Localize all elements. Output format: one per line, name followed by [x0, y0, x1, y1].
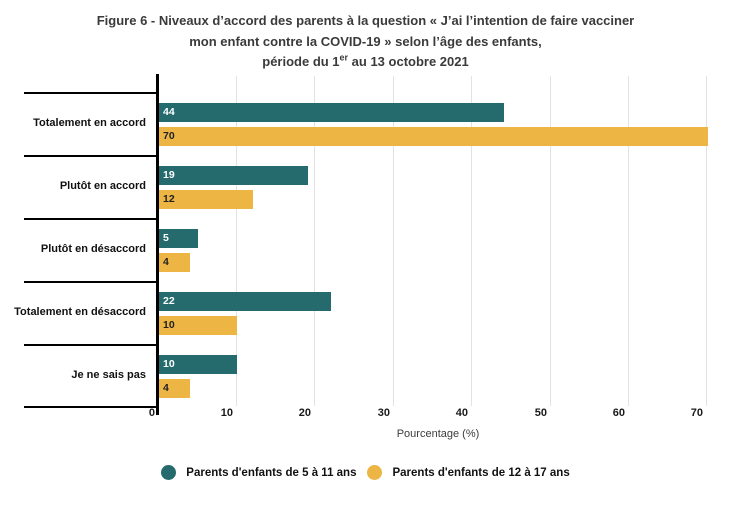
bar-12-17: 70: [159, 127, 708, 146]
bar-12-17: 10: [159, 316, 237, 335]
bar-5-11: 10: [159, 355, 237, 374]
category-group-totalement-desaccord: Totalement en désaccord 22 10: [0, 281, 731, 344]
legend-swatch-teal-icon: [161, 465, 177, 480]
chart-title: Figure 6 - Niveaux d’accord des parents …: [0, 11, 731, 73]
bar-5-11: 44: [159, 103, 504, 122]
x-tick-label: 20: [298, 407, 311, 419]
y-axis-line: [156, 74, 159, 415]
x-tick-label: 10: [220, 407, 233, 419]
row-divider: [24, 218, 157, 220]
x-axis-title: Pourcentage (%): [396, 428, 480, 440]
chart-title-line3: période du 1er au 13 octobre 2021: [262, 52, 469, 69]
gridline: [628, 76, 629, 406]
chart-title-line1: Figure 6 - Niveaux d’accord des parents …: [96, 13, 635, 28]
x-tick-label: 40: [455, 407, 468, 419]
bar-value-label: 22: [163, 295, 175, 307]
superscript-er: er: [339, 52, 349, 63]
bar-value-label: 70: [163, 130, 175, 142]
category-label: Totalement en désaccord: [14, 306, 146, 318]
legend-label: Parents d'enfants de 12 à 17 ans: [392, 466, 570, 479]
x-tick-label: 70: [690, 407, 703, 419]
row-divider: [24, 344, 157, 346]
bar-value-label: 12: [163, 193, 175, 205]
bar-value-label: 5: [163, 232, 169, 244]
gridline: [706, 76, 707, 406]
gridline: [314, 76, 315, 406]
row-divider: [24, 92, 157, 94]
bar-value-label: 10: [163, 358, 175, 370]
category-label: Plutôt en désaccord: [40, 243, 146, 255]
row-divider: [24, 155, 157, 157]
gridline: [550, 76, 551, 406]
category-group-totalement-accord: Totalement en accord 44 70: [0, 92, 731, 155]
gridline: [393, 76, 394, 406]
category-label: Totalement en accord: [33, 117, 146, 129]
bar-12-17: 4: [159, 379, 190, 398]
x-tick-label: 60: [612, 407, 625, 419]
legend-item-12-17: Parents d'enfants de 12 à 17 ans: [367, 465, 570, 480]
row-divider: [24, 281, 157, 283]
x-tick-label: 30: [377, 407, 390, 419]
bar-value-label: 4: [163, 256, 169, 268]
gridline: [471, 76, 472, 406]
legend-item-5-11: Parents d'enfants de 5 à 11 ans: [161, 465, 356, 480]
bar-value-label: 10: [163, 319, 175, 331]
legend-label: Parents d'enfants de 5 à 11 ans: [186, 466, 357, 479]
category-label: Je ne sais pas: [71, 369, 146, 381]
x-tick-label: 50: [534, 407, 547, 419]
legend: Parents d'enfants de 5 à 11 ans Parents …: [0, 465, 731, 480]
bar-5-11: 19: [159, 166, 308, 185]
bottom-divider: [24, 406, 157, 408]
category-group-je-ne-sais-pas: Je ne sais pas 10 4: [0, 344, 731, 407]
gridline: [236, 76, 237, 406]
category-group-plutot-accord: Plutôt en accord 19 12: [0, 155, 731, 218]
bar-value-label: 4: [163, 382, 169, 394]
bar-12-17: 4: [159, 253, 190, 272]
bar-value-label: 44: [163, 106, 175, 118]
bar-value-label: 19: [163, 169, 175, 181]
bar-5-11: 22: [159, 292, 331, 311]
category-label: Plutôt en accord: [59, 180, 146, 192]
bar-5-11: 5: [159, 229, 198, 248]
x-tick-label: 0: [148, 407, 155, 419]
legend-swatch-yellow-icon: [367, 465, 383, 480]
category-group-plutot-desaccord: Plutôt en désaccord 5 4: [0, 218, 731, 281]
bar-12-17: 12: [159, 190, 253, 209]
chart-title-line2: mon enfant contre la COVID-19 » selon l’…: [189, 33, 542, 49]
